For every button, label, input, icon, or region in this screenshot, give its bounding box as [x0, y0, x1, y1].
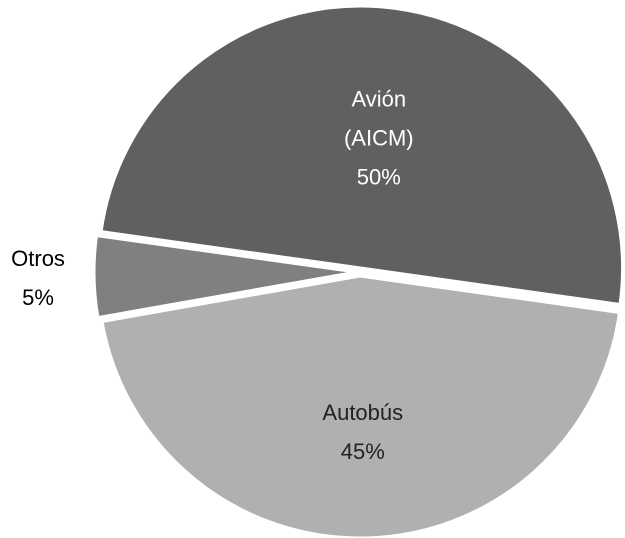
value-label: 5%	[22, 284, 54, 310]
slice-label: Autobús 45%	[308, 393, 418, 471]
pie-slice	[99, 4, 625, 307]
category-label: Avión (AICM)	[343, 86, 414, 151]
value-label: 50%	[356, 164, 401, 190]
slice-label: Avión (AICM) 50%	[324, 80, 434, 197]
category-label: Autobús	[322, 399, 404, 425]
pie-slice	[92, 233, 357, 320]
value-label: 45%	[340, 438, 385, 464]
slice-label: Otros 5%	[0, 239, 93, 317]
category-label: Otros	[11, 245, 65, 271]
